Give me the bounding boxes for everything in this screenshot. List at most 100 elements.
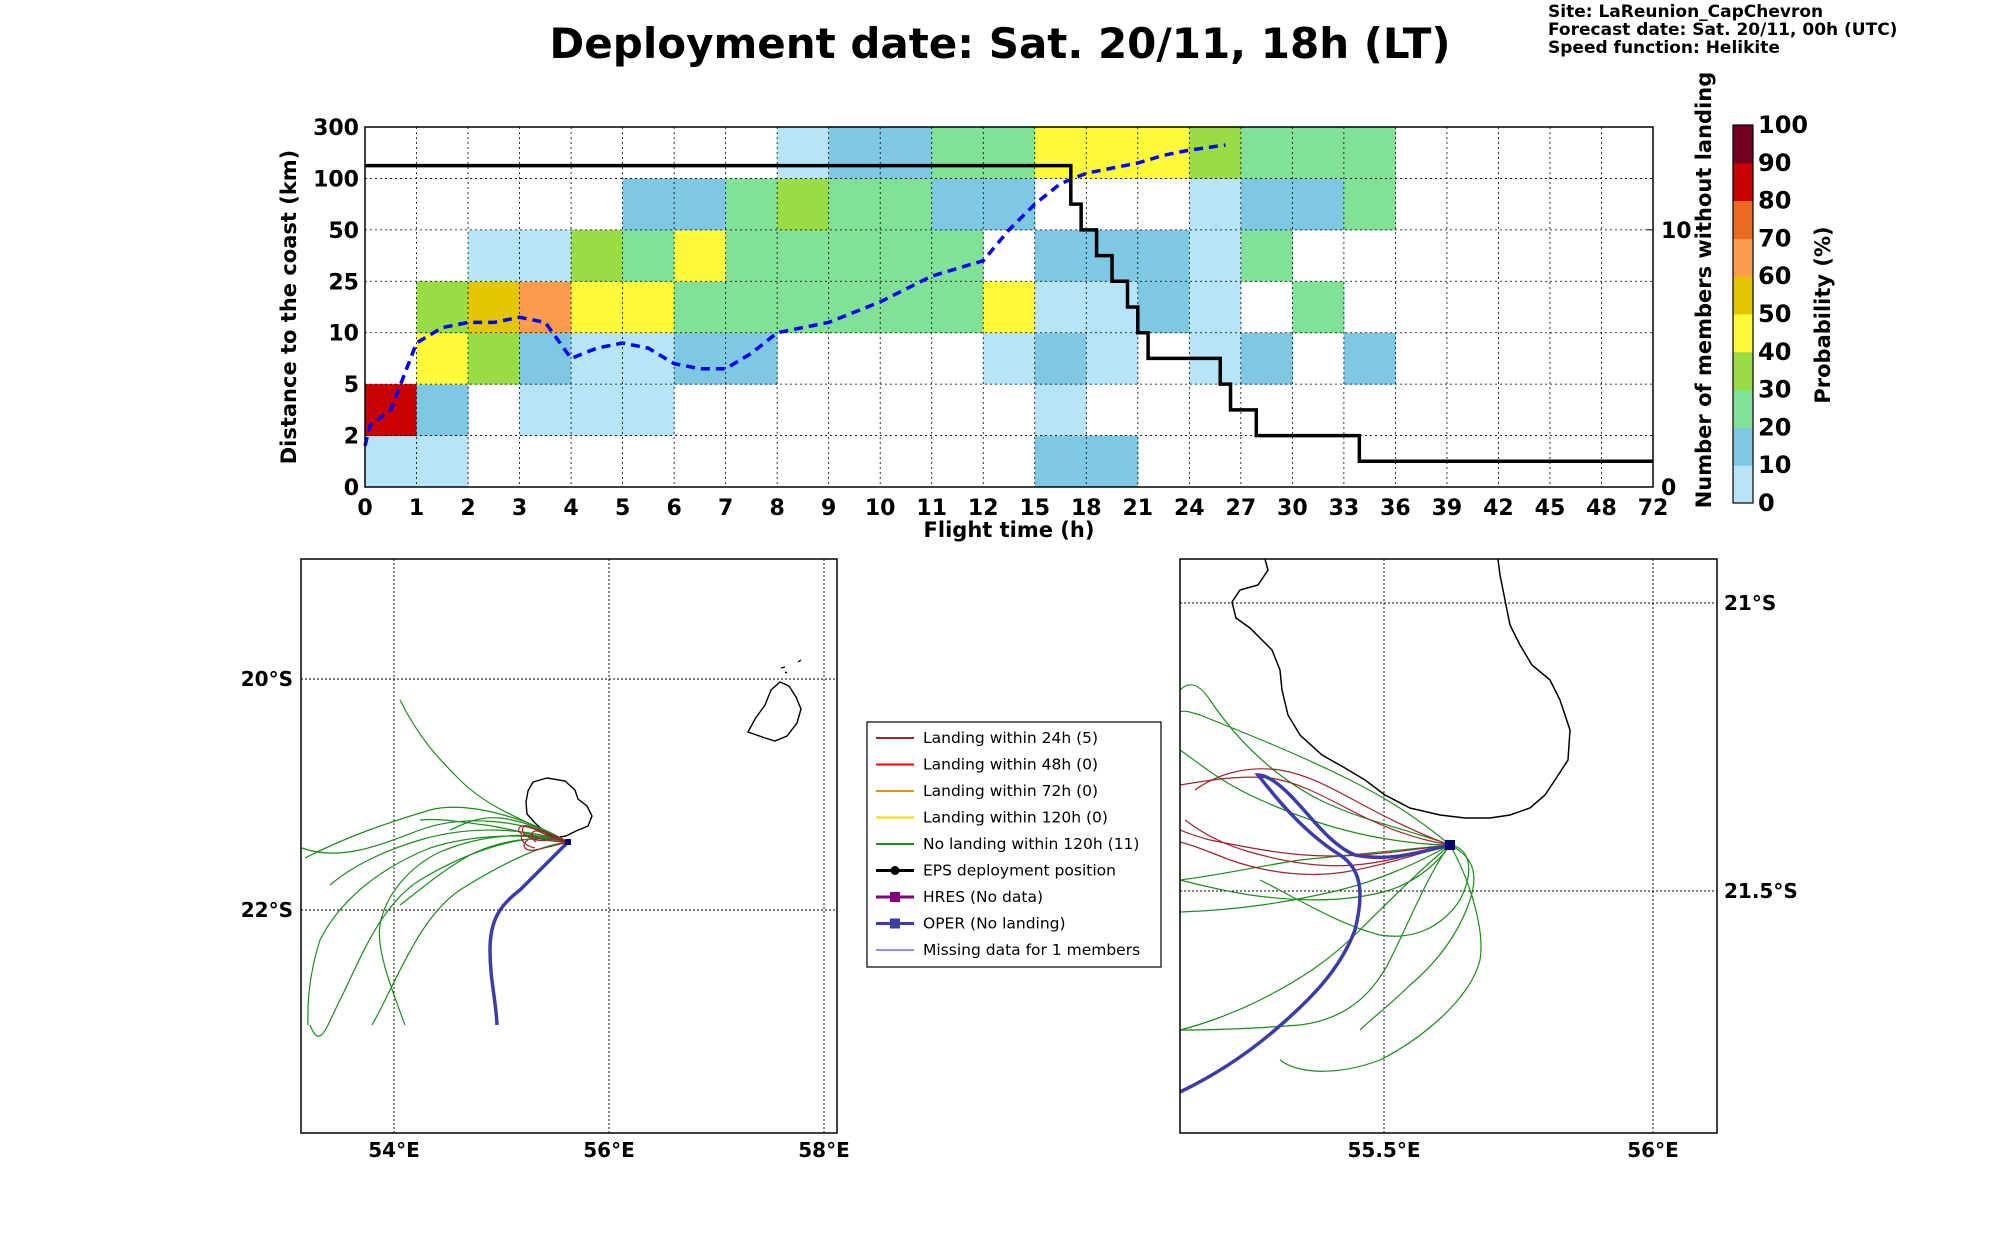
y2-axis-label: Number of members without landing [1692, 72, 1716, 509]
x-tick-label: 42 [1483, 496, 1514, 521]
y-tick-label: 10 [328, 322, 359, 347]
reunion-coastline [525, 777, 593, 839]
heatmap-cell [1086, 435, 1139, 488]
heatmap-cell [1137, 229, 1190, 282]
x-tick-label: 18 [1071, 496, 1102, 521]
x-tick-label: 24 [1174, 496, 1205, 521]
heatmap-cell [468, 229, 521, 282]
heatmap-cell [880, 127, 933, 179]
heatmap-cell [674, 281, 727, 334]
heatmap-cell [983, 127, 1036, 179]
legend-label: Landing within 48h (0) [923, 756, 1098, 774]
info-site: Site: LaReunion_CapChevron [1548, 2, 1823, 22]
heatmap-cell [880, 229, 933, 282]
heatmap-cell [983, 281, 1036, 334]
heatmap-cell [622, 229, 675, 282]
map-overview-ticks: 54°E 56°E 58°E 20°S 22°S [241, 667, 850, 1162]
heatmap-cell [880, 178, 933, 231]
heatmap-cell [674, 178, 727, 231]
oper-end-marker-zoom [1445, 840, 1455, 850]
heatmap-cell [725, 281, 778, 334]
colorbar-cell [1733, 465, 1753, 504]
heatmap-cell [1343, 332, 1396, 385]
heatmap-cell [828, 281, 881, 334]
members-without-landing-line [365, 163, 1653, 464]
lon-tick-label: 56°E [583, 1138, 635, 1162]
probability-heatmap: 0 1 2 3 4 5 6 7 8 9 10 11 12 15 18 21 24 27 30 33 36 39 42 45 48… [277, 72, 1716, 542]
x-tick-label: 3 [512, 496, 527, 521]
colorbar-tick-label: 100 [1758, 111, 1808, 139]
heatmap-cell [777, 127, 830, 179]
heatmap-cell [1034, 384, 1087, 437]
reunion-coastline-zoom [1231, 559, 1571, 819]
heatmap-cell [622, 384, 675, 437]
info-speed-function: Speed function: Helikite [1548, 38, 1780, 58]
legend-frame [866, 721, 1162, 968]
oper-trajectory [488, 840, 570, 1026]
x-tick-label: 8 [770, 496, 785, 521]
lon-tick-label: 56°E [1627, 1138, 1679, 1162]
y-tick-label: 25 [328, 270, 359, 295]
colorbar-tick-label: 20 [1758, 413, 1791, 441]
y-axis-label: Distance to the coast (km) [277, 150, 301, 465]
colorbar-cell [1733, 200, 1753, 239]
heatmap-cell [416, 332, 469, 385]
colorbar-tick-labels: 0 10 20 30 40 50 60 70 80 90 100 [1758, 111, 1808, 517]
colorbar-tick-label: 70 [1758, 224, 1791, 252]
colorbar-tick-label: 60 [1758, 262, 1791, 290]
x-axis-label: Flight time (h) [924, 518, 1095, 542]
heatmap-cell [777, 229, 830, 282]
map-overview-frame [300, 558, 838, 1134]
colorbar-cell [1733, 427, 1753, 466]
heatmap-cell [1189, 281, 1242, 334]
heatmap-cell [1292, 281, 1345, 334]
heatmap-cell [1240, 229, 1293, 282]
legend-label: No landing within 120h (11) [923, 835, 1139, 853]
legend-marker [890, 918, 900, 929]
legend-label: HRES (No data) [923, 888, 1043, 906]
median-distance-line [363, 143, 1226, 447]
heatmap-cell [1343, 127, 1396, 179]
colorbar-cell [1733, 276, 1753, 315]
heatmap-cells [365, 127, 1396, 488]
x-tick-label: 2 [460, 496, 475, 521]
heatmap-cell [1034, 229, 1087, 282]
heatmap-cell [519, 384, 572, 437]
x-tick-labels: 0 1 2 3 4 5 6 7 8 9 10 11 12 15 18 21 24 27 30 33 36 39 42 45 48… [357, 496, 1668, 521]
trajectories-no-landing-zoom [1180, 684, 1482, 1072]
x-tick-label: 12 [968, 496, 999, 521]
heatmap-frame [364, 126, 1654, 488]
legend-label: Landing within 72h (0) [923, 782, 1098, 800]
x-tick-label: 27 [1226, 496, 1257, 521]
heatmap-cell [777, 281, 830, 334]
heatmap-cell [1292, 127, 1345, 179]
trajectories-landing-24h-zoom [1180, 768, 1451, 875]
heatmap-cell [931, 127, 984, 179]
map-zoom-frame [1179, 558, 1718, 1134]
trajectories-landing-24h [518, 825, 569, 851]
x-tick-label: 45 [1535, 496, 1566, 521]
heatmap-cell [622, 178, 675, 231]
trajectories-no-landing [301, 699, 569, 1037]
lat-tick-label: 22°S [241, 898, 293, 922]
y2-tick-labels: 0 10 [1647, 219, 1692, 501]
x-tick-label: 33 [1329, 496, 1360, 521]
colorbar-tick-label: 90 [1758, 149, 1791, 177]
colorbar-tick-label: 80 [1758, 187, 1791, 215]
map-zoom: 55.5°E 56°E 21°S 21.5°S [1179, 558, 1798, 1162]
legend-label: EPS deployment position [923, 862, 1116, 880]
x-tick-label: 72 [1638, 496, 1669, 521]
y-tick-label: 100 [313, 167, 359, 192]
lat-tick-label: 21.5°S [1724, 879, 1798, 903]
heatmap-cell [1034, 127, 1087, 179]
heatmap-cell [571, 384, 624, 437]
colorbar-tick-label: 40 [1758, 338, 1791, 366]
lon-tick-label: 55.5°E [1347, 1138, 1420, 1162]
heatmap-cell [828, 127, 881, 179]
islet-1 [780, 659, 802, 674]
x-tick-label: 6 [666, 496, 681, 521]
colorbar-cell [1733, 238, 1753, 277]
heatmap-cell [1034, 332, 1087, 385]
heatmap-cell [1189, 127, 1242, 179]
